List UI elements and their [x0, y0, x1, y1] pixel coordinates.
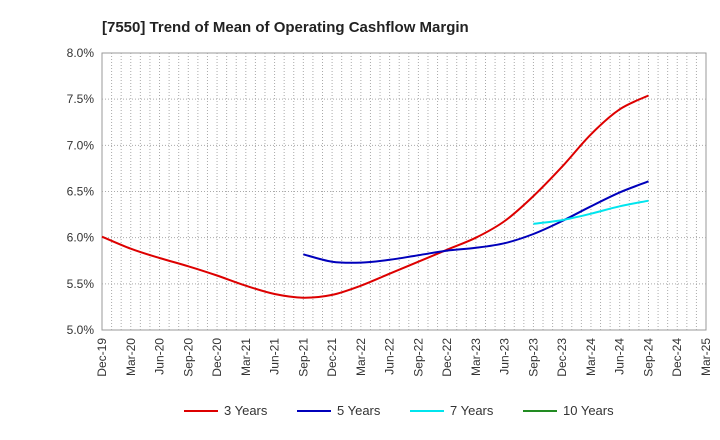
x-tick-label: Dec-22 — [440, 338, 454, 377]
x-tick-label: Mar-24 — [584, 338, 598, 376]
x-tick-label: Jun-23 — [498, 338, 512, 375]
x-tick-label: Dec-23 — [555, 338, 569, 377]
x-tick-label: Mar-22 — [354, 338, 368, 376]
y-tick-label: 5.5% — [67, 277, 95, 291]
x-tick-label: Mar-25 — [699, 338, 713, 376]
series-lines — [101, 94, 649, 299]
x-tick-label: Mar-23 — [469, 338, 483, 376]
y-tick-label: 5.0% — [67, 323, 95, 337]
x-tick-label: Jun-24 — [613, 338, 627, 375]
x-tick-label: Jun-21 — [268, 338, 282, 375]
chart-title: [7550] Trend of Mean of Operating Cashfl… — [102, 19, 469, 36]
x-tick-label: Sep-24 — [641, 338, 655, 377]
x-tick-label: Jun-20 — [153, 338, 167, 375]
legend-label-10-years: 10 Years — [563, 403, 614, 418]
x-axis-ticks: Dec-19 Mar-20 Jun-20 Sep-20 Dec-20 Mar-21 Jun-… — [95, 338, 713, 377]
x-tick-label: Dec-21 — [325, 338, 339, 377]
x-tick-label: Jun-22 — [383, 338, 397, 375]
y-tick-label: 7.5% — [67, 92, 95, 106]
legend-label-5-years: 5 Years — [337, 403, 381, 418]
grid-lines — [102, 53, 706, 330]
series-line-5-years — [303, 180, 649, 264]
series-line-3-years — [101, 94, 649, 299]
legend-label-7-years: 7 Years — [450, 403, 494, 418]
x-tick-label: Mar-20 — [124, 338, 138, 376]
x-tick-label: Sep-23 — [526, 338, 540, 377]
plot-area — [101, 52, 707, 331]
y-tick-label: 6.5% — [67, 185, 95, 199]
x-tick-label: Dec-24 — [670, 338, 684, 377]
y-tick-label: 7.0% — [67, 138, 95, 152]
y-tick-label: 6.0% — [67, 231, 95, 245]
x-tick-label: Dec-19 — [95, 338, 109, 377]
y-axis-ticks: 5.0% 5.5% 6.0% 6.5% 7.0% 7.5% 8.0% — [67, 46, 95, 337]
y-tick-label: 8.0% — [67, 46, 95, 60]
legend: 3 Years 5 Years 7 Years 10 Years — [184, 403, 614, 418]
x-tick-label: Sep-20 — [181, 338, 195, 377]
x-tick-label: Dec-20 — [210, 338, 224, 377]
series-line-7-years — [533, 199, 649, 225]
x-tick-label: Mar-21 — [239, 338, 253, 376]
legend-label-3-years: 3 Years — [224, 403, 268, 418]
x-tick-label: Sep-21 — [296, 338, 310, 377]
x-tick-label: Sep-22 — [411, 338, 425, 377]
